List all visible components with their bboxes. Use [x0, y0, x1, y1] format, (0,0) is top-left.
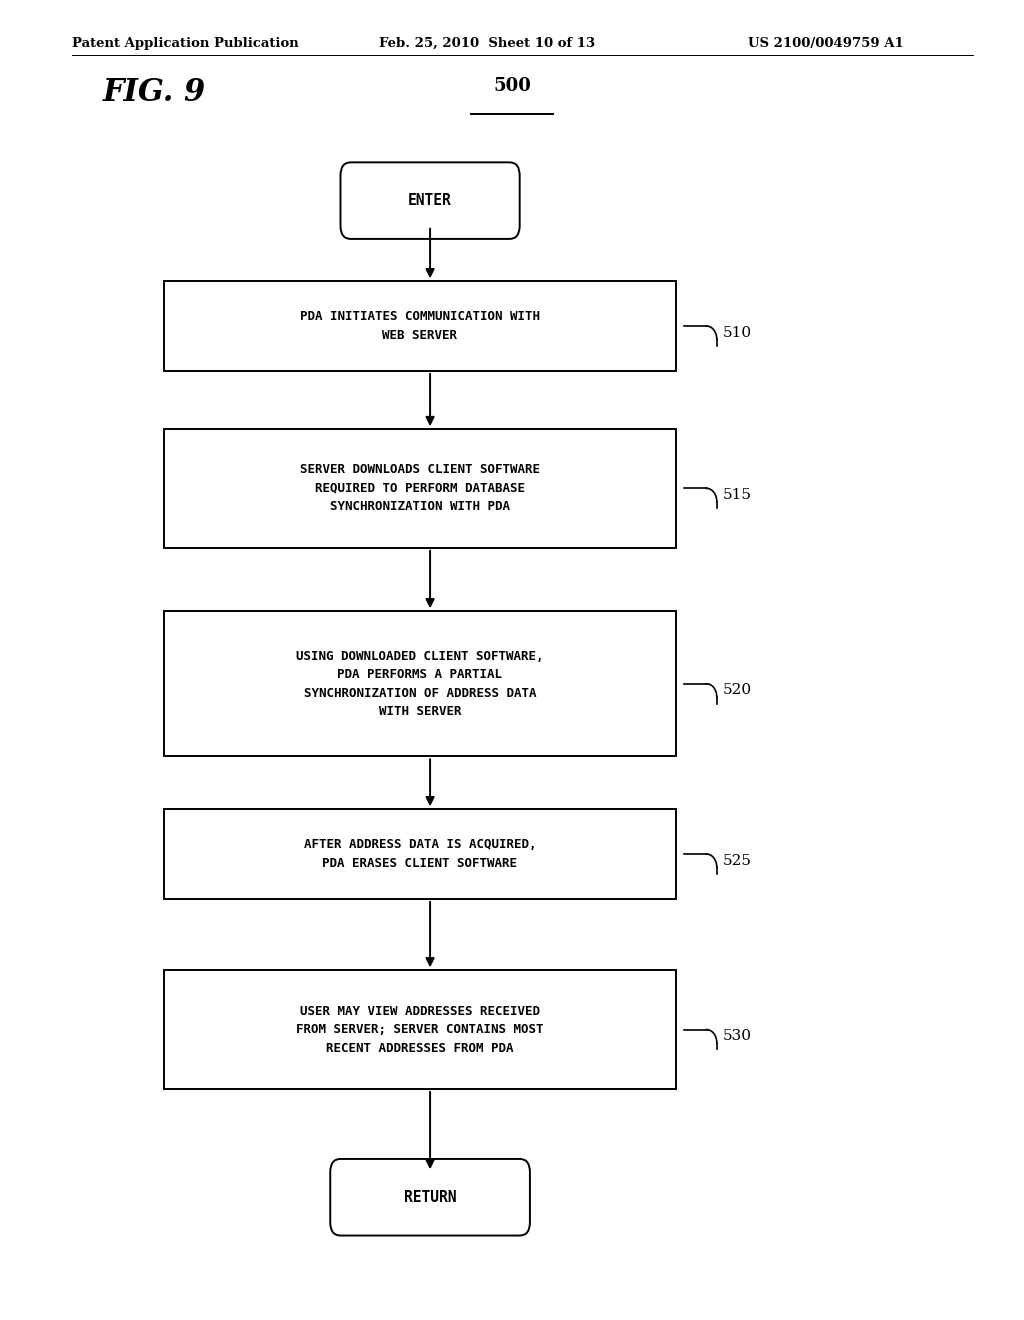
Text: US 2100/0049759 A1: US 2100/0049759 A1: [748, 37, 903, 50]
Text: ENTER: ENTER: [409, 193, 452, 209]
Bar: [164, 281, 676, 371]
Text: Patent Application Publication: Patent Application Publication: [72, 37, 298, 50]
Text: 515: 515: [723, 488, 752, 502]
Bar: [164, 970, 676, 1089]
Text: USER MAY VIEW ADDRESSES RECEIVED
FROM SERVER; SERVER CONTAINS MOST
RECENT ADDRES: USER MAY VIEW ADDRESSES RECEIVED FROM SE…: [296, 1005, 544, 1055]
Text: RETURN: RETURN: [403, 1189, 457, 1205]
Text: SERVER DOWNLOADS CLIENT SOFTWARE
REQUIRED TO PERFORM DATABASE
SYNCHRONIZATION WI: SERVER DOWNLOADS CLIENT SOFTWARE REQUIRE…: [300, 463, 540, 513]
Text: 520: 520: [723, 684, 752, 697]
Text: PDA INITIATES COMMUNICATION WITH
WEB SERVER: PDA INITIATES COMMUNICATION WITH WEB SER…: [300, 310, 540, 342]
Text: USING DOWNLOADED CLIENT SOFTWARE,
PDA PERFORMS A PARTIAL
SYNCHRONIZATION OF ADDR: USING DOWNLOADED CLIENT SOFTWARE, PDA PE…: [296, 649, 544, 718]
Text: 510: 510: [723, 326, 752, 339]
Text: Feb. 25, 2010  Sheet 10 of 13: Feb. 25, 2010 Sheet 10 of 13: [379, 37, 595, 50]
FancyBboxPatch shape: [330, 1159, 530, 1236]
Bar: [164, 429, 676, 548]
Text: 500: 500: [494, 77, 530, 95]
Text: FIG. 9: FIG. 9: [102, 77, 206, 107]
FancyBboxPatch shape: [340, 162, 519, 239]
Text: 530: 530: [723, 1030, 752, 1043]
Bar: [164, 611, 676, 756]
Bar: [164, 809, 676, 899]
Text: AFTER ADDRESS DATA IS ACQUIRED,
PDA ERASES CLIENT SOFTWARE: AFTER ADDRESS DATA IS ACQUIRED, PDA ERAS…: [303, 838, 537, 870]
Text: 525: 525: [723, 854, 752, 867]
